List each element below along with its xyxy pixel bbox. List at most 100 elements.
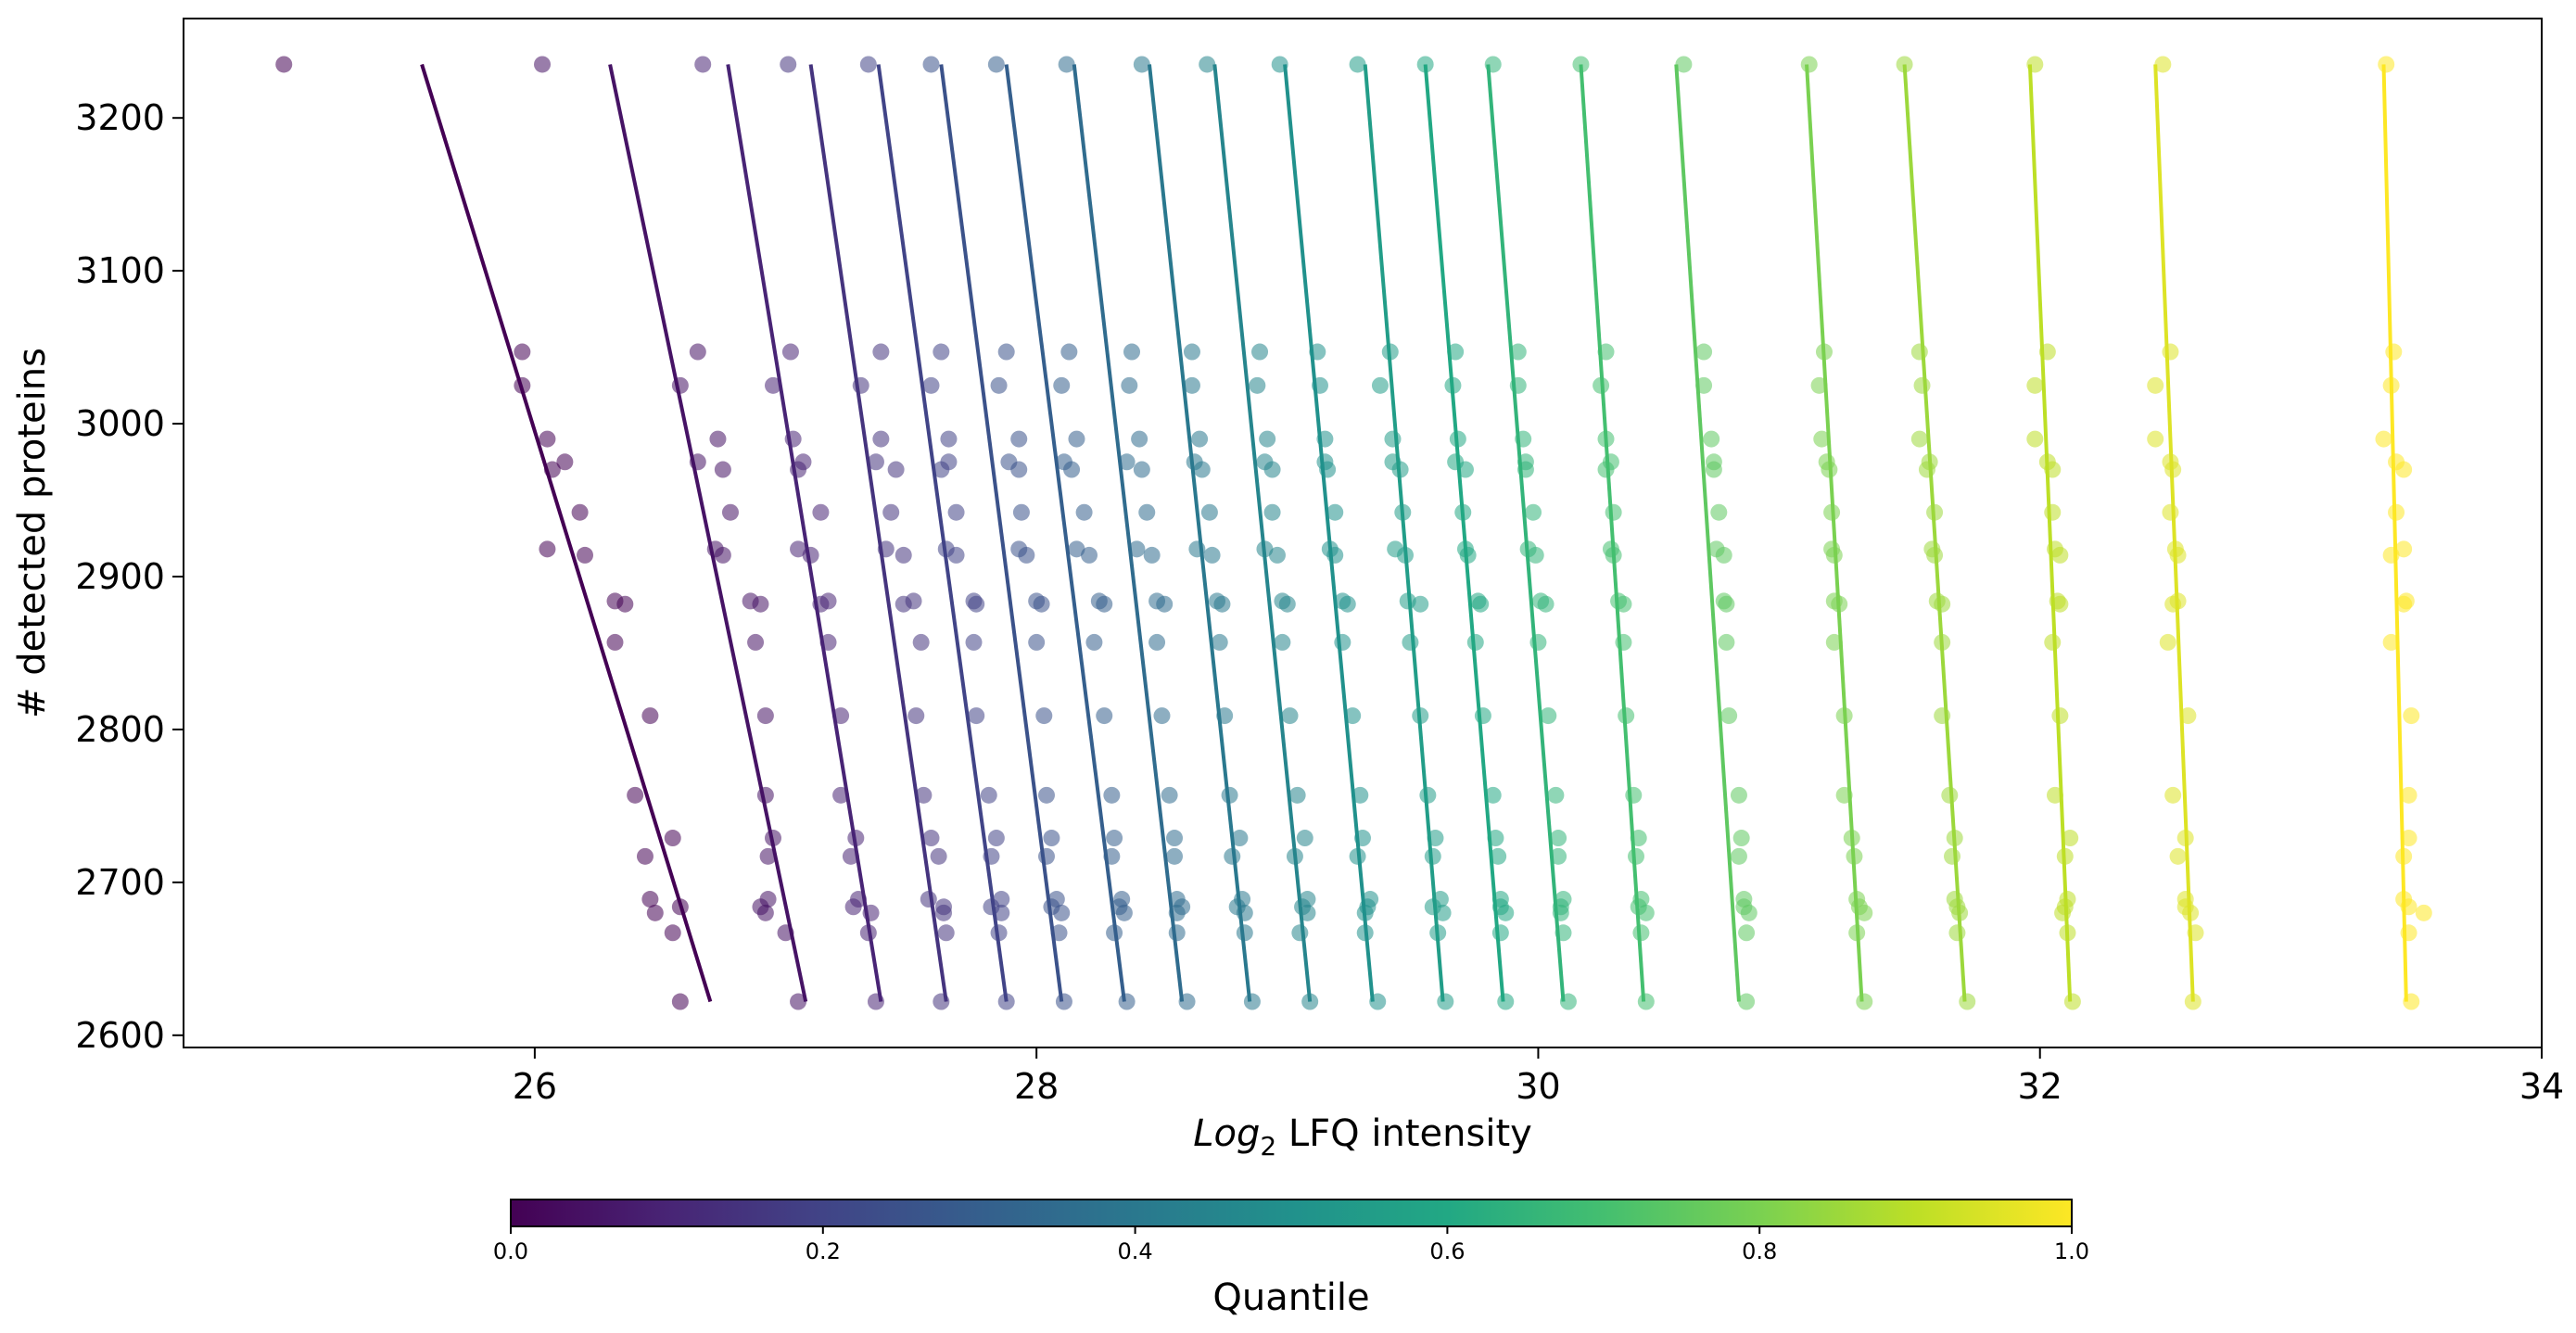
scatter-point — [1429, 924, 1447, 942]
scatter-point — [1695, 343, 1713, 361]
scatter-point — [1288, 786, 1306, 804]
scatter-point — [2400, 924, 2417, 942]
scatter-point — [2403, 707, 2420, 725]
scatter-point — [1605, 546, 1622, 564]
scatter-point — [1412, 595, 1429, 613]
scatter-point — [1397, 546, 1415, 564]
y-tick-label: 2600 — [75, 1015, 165, 1056]
scatter-point — [1456, 461, 1474, 478]
scatter-point — [1843, 830, 1860, 847]
scatter-point — [1835, 707, 1853, 725]
scatter-point — [2062, 830, 2079, 847]
scatter-point — [1166, 847, 1184, 865]
scatter-point — [1447, 343, 1465, 361]
scatter-point — [812, 595, 830, 613]
scatter-point — [1948, 924, 1966, 942]
fit-line — [1486, 64, 1566, 1002]
scatter-point — [867, 453, 884, 471]
scatter-point — [1033, 595, 1050, 613]
scatter-point — [784, 430, 802, 448]
scatter-point — [1256, 540, 1274, 558]
colorbar-tick-label: 0.0 — [493, 1238, 528, 1264]
scatter-point — [2046, 786, 2063, 804]
x-tick-label: 28 — [1014, 1066, 1059, 1107]
scatter-point — [1384, 430, 1402, 448]
scatter-point — [1424, 847, 1441, 865]
scatter-point — [646, 904, 664, 921]
scatter-point — [1183, 343, 1200, 361]
scatter-point — [1509, 376, 1527, 394]
scatter-point — [671, 376, 689, 394]
scatter-point — [1128, 540, 1146, 558]
scatter-point — [1115, 904, 1133, 921]
scatter-point — [1550, 847, 1567, 865]
scatter-point — [2054, 904, 2072, 921]
scatter-point — [2400, 898, 2417, 916]
scatter-point — [1334, 633, 1351, 651]
scatter-point — [1251, 343, 1269, 361]
scatter-point — [1710, 503, 1728, 521]
fit-line — [1147, 64, 1252, 1002]
scatter-point — [1344, 707, 1362, 725]
fit-line — [808, 64, 948, 1002]
scatter-point — [1516, 461, 1534, 478]
scatter-point — [539, 430, 556, 448]
scatter-point — [1193, 461, 1211, 478]
colorbar: 0.0 0.2 0.4 0.6 0.8 1.0 Quantile — [493, 1199, 2089, 1319]
scatter-point — [1459, 546, 1477, 564]
scatter-point — [1199, 56, 1216, 73]
scatter-point — [2162, 343, 2179, 361]
scatter-point — [1221, 786, 1238, 804]
scatter-point — [1118, 993, 1136, 1010]
fit-line — [1423, 64, 1505, 1002]
scatter-point — [641, 891, 659, 908]
fit-line — [1004, 64, 1126, 1002]
y-tick-label: 2800 — [75, 709, 165, 750]
colorbar-tick-label: 0.8 — [1742, 1238, 1777, 1264]
scatter-point — [1053, 904, 1071, 921]
scatter-point — [1133, 461, 1150, 478]
scatter-point — [1010, 430, 1028, 448]
scatter-point — [2063, 993, 2081, 1010]
scatter-point — [1299, 904, 1316, 921]
scatter-point — [689, 453, 706, 471]
scatter-point — [1356, 904, 1374, 921]
scatter-point — [2026, 56, 2044, 73]
scatter-point — [606, 633, 624, 651]
scatter-point — [781, 343, 799, 361]
scatter-point — [1224, 847, 1241, 865]
scatter-point — [752, 595, 769, 613]
scatter-point — [1012, 503, 1030, 521]
scatter-point — [1281, 707, 1299, 725]
scatter-point — [2056, 847, 2074, 865]
scatter-point — [2051, 595, 2069, 613]
scatter-point — [1291, 924, 1309, 942]
scatter-point — [1705, 461, 1722, 478]
scatter-point — [1236, 924, 1253, 942]
scatter-point — [2159, 633, 2176, 651]
scatter-point — [1319, 461, 1337, 478]
scatter-point — [968, 707, 985, 725]
scatter-point — [790, 540, 807, 558]
scatter-point — [1096, 595, 1113, 613]
colorbar-tick-label: 0.6 — [1429, 1238, 1465, 1264]
scatter-point — [1351, 786, 1369, 804]
scatter-point — [1547, 786, 1565, 804]
scatter-point — [832, 786, 850, 804]
scatter-point — [1718, 633, 1735, 651]
scatter-point — [1106, 924, 1123, 942]
scatter-point — [1597, 343, 1615, 361]
scatter-point — [2044, 461, 2062, 478]
scatter-point — [1615, 633, 1632, 651]
scatter-point — [1472, 595, 1490, 613]
scatter-point — [1846, 847, 1863, 865]
scatter-point — [1632, 924, 1650, 942]
scatter-point — [275, 56, 293, 73]
scatter-point — [1081, 546, 1098, 564]
scatter-point — [1349, 847, 1366, 865]
scatter-point — [832, 707, 850, 725]
scatter-point — [1354, 830, 1371, 847]
scatter-point — [2385, 343, 2403, 361]
fit-line — [1363, 64, 1445, 1002]
scatter-point — [671, 898, 689, 916]
